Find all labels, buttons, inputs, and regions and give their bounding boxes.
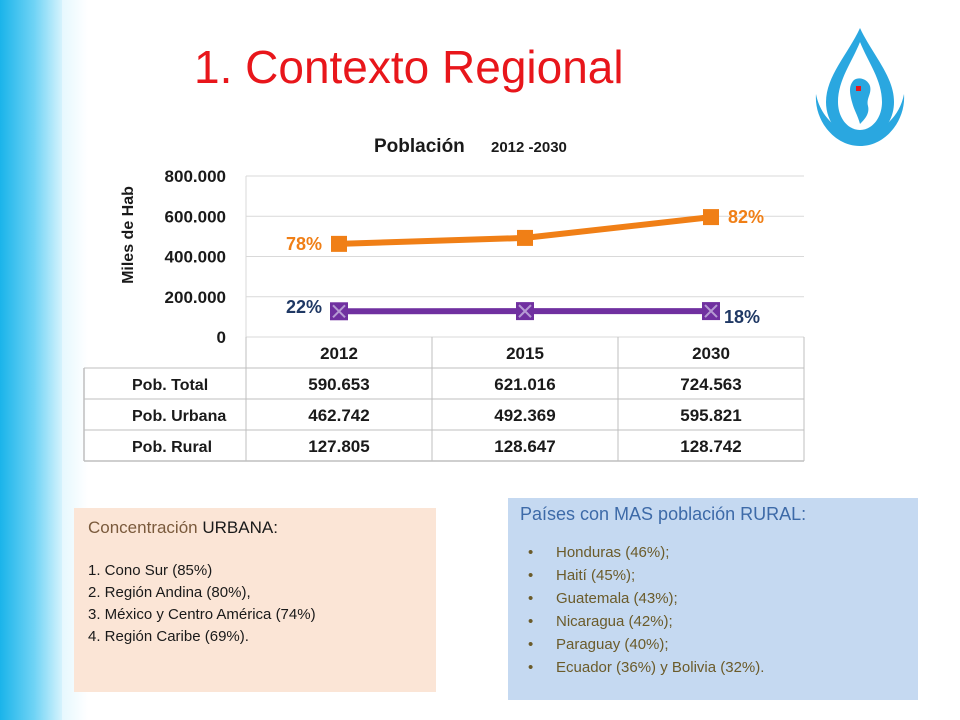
rural-list: • Honduras (46%); • Haití (45%); • Guatemal… [520,541,906,679]
marker-square [702,302,720,321]
bullet-icon: • [528,613,534,630]
chart-annotations: 78% 82% 22% 18% [286,207,764,327]
list-item: 4. Región Caribe (69%). [88,628,249,645]
table-cell: 621.016 [494,375,555,394]
slide-title: 1. Contexto Regional [194,41,624,93]
y-tick-label: 200.000 [165,288,226,307]
water-drop-logo-icon [815,28,905,146]
list-item-text: Haití (45%); [556,567,636,584]
list-item: • Ecuador (36%) y Bolivia (32%). [528,656,906,679]
data-point-urbana [331,235,347,252]
marker-cross [332,304,346,318]
table-cell: 724.563 [680,375,741,394]
annotation-label: 22% [286,297,322,317]
y-axis-label: Miles de Hab [120,186,137,284]
list-item: 2. Región Andina (80%), [88,584,251,601]
data-point-rural [702,302,720,321]
bullet-icon: • [528,567,534,584]
x-tick-label: 2012 [320,344,358,363]
decorative-side-band [0,0,62,720]
marker-cross [704,304,718,318]
list-item-text: Guatemala (43%); [556,590,678,607]
chart-gridlines [245,175,804,338]
list-item-text: Honduras (46%); [556,544,670,561]
table-row-label: Pob. Rural [132,439,212,456]
data-table: 2012 2015 2030 Pob. Total 590.653 621.016 724.… [83,337,805,462]
y-axis-ticks: 800.000 600.000 400.000 200.000 0 [165,167,226,347]
list-item-text: Nicaragua (42%); [556,613,673,630]
chart-title: Población [374,136,465,157]
bullet-icon: • [528,544,534,561]
table-cell: 127.805 [308,437,369,456]
bullet-icon: • [528,636,534,653]
table-cell: 462.742 [308,406,369,425]
rural-countries-box: Países con MAS población RURAL: • Hondura… [508,498,918,700]
urban-heading-prefix: Concentración [88,518,203,537]
list-item: • Paraguay (40%); [528,633,906,656]
chart-title-years: 2012 -2030 [491,139,567,156]
x-tick-label: 2030 [692,344,730,363]
chart-series [330,209,720,321]
list-item: • Honduras (46%); [528,541,906,564]
y-tick-label: 600.000 [165,207,226,226]
marker-square [516,302,534,321]
y-tick-label: 400.000 [165,248,226,267]
marker-cross [332,304,346,318]
data-point-rural [330,302,348,321]
marker-cross [518,304,532,318]
marker-cross [704,304,718,318]
y-tick-label: 0 [217,328,226,347]
annotation-label: 78% [286,234,322,254]
y-tick-label: 800.000 [165,167,226,186]
table-cell: 492.369 [494,406,555,425]
table-row-label: Pob. Urbana [132,408,226,425]
table-row-label: Pob. Total [132,377,208,394]
table-cell: 590.653 [308,375,369,394]
x-tick-label: 2015 [506,344,544,363]
marker-cross [518,304,532,318]
bullet-icon: • [528,659,534,676]
list-item: • Guatemala (43%); [528,587,906,610]
list-item: 3. México y Centro América (74%) [88,606,316,623]
urban-heading-emph: URBANA [202,518,274,537]
table-cell: 128.647 [494,437,555,456]
rural-box-heading: Países con MAS población RURAL: [520,504,807,524]
table-cell: 128.742 [680,437,741,456]
list-item-text: Paraguay (40%); [556,636,669,653]
urban-list: 1. Cono Sur (85%) 2. Región Andina (80%)… [88,560,422,648]
annotation-label: 82% [728,207,764,227]
data-point-urbana [517,229,533,246]
bullet-icon: • [528,590,534,607]
list-item: • Haití (45%); [528,564,906,587]
annotation-label: 18% [724,307,760,327]
urban-heading-suffix: : [273,518,278,537]
data-point-urbana [703,209,719,226]
table-cell: 595.821 [680,406,741,425]
list-item-text: Ecuador (36%) y Bolivia (32%). [556,659,765,676]
urban-box-heading: Concentración URBANA: [88,518,422,538]
list-item: • Nicaragua (42%); [528,610,906,633]
urban-concentration-box: Concentración URBANA: 1. Cono Sur (85%) … [74,508,436,692]
series-line-urbana [338,214,712,247]
marker-square [330,302,348,321]
data-point-rural [516,302,534,321]
list-item: 1. Cono Sur (85%) [88,562,213,579]
